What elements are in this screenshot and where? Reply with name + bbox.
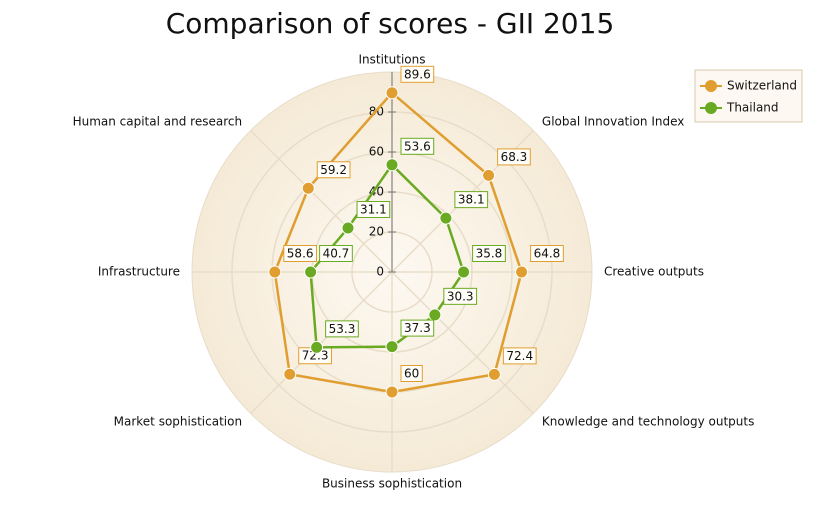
axis-label: Knowledge and technology outputs <box>542 414 754 428</box>
value-label-box <box>400 319 435 337</box>
value-label: 53.3 <box>329 322 356 336</box>
y-tick-label: 60 <box>369 145 384 159</box>
axis-label: Business sophistication <box>322 477 462 491</box>
value-label-box <box>530 245 564 262</box>
data-point <box>385 340 399 354</box>
value-label: 37.3 <box>404 321 431 335</box>
data-point <box>310 340 324 354</box>
value-label-box <box>400 137 435 155</box>
data-point <box>341 221 355 235</box>
value-label-box <box>316 161 351 179</box>
value-label-box <box>400 65 435 83</box>
legend-marker <box>705 80 717 92</box>
value-label-box <box>356 201 391 219</box>
legend: Switzerland Thailand <box>694 69 803 123</box>
value-label: 30.3 <box>447 289 474 303</box>
axis-label: Institutions <box>359 53 426 67</box>
value-label: 72.4 <box>506 349 533 363</box>
legend-label: Switzerland <box>727 79 797 93</box>
data-point <box>487 367 501 381</box>
chart-title: Comparison of scores - GII 2015 <box>166 7 615 40</box>
value-label-box <box>502 347 537 365</box>
value-label-box <box>283 245 318 262</box>
axis-label: Market sophistication <box>114 414 242 428</box>
value-label: 72.3 <box>302 349 329 363</box>
data-point <box>385 385 399 399</box>
value-label: 89.6 <box>404 67 431 81</box>
y-tick-label: 40 <box>369 185 384 199</box>
data-point <box>385 158 399 172</box>
data-point <box>301 181 315 195</box>
value-label: 59.2 <box>320 163 347 177</box>
y-tick-label: 0 <box>376 265 384 279</box>
data-point <box>515 265 529 279</box>
data-point <box>482 168 496 182</box>
value-label: 68.3 <box>501 150 528 164</box>
value-label-box <box>400 365 423 382</box>
data-point <box>439 211 453 225</box>
value-label: 31.1 <box>360 203 387 217</box>
spoke <box>250 271 393 414</box>
data-point <box>268 265 282 279</box>
data-point <box>304 265 318 279</box>
axis-label: Global Innovation Index <box>542 115 684 129</box>
value-label-box <box>497 148 531 166</box>
value-label-box <box>319 245 353 262</box>
value-label-box <box>472 245 506 262</box>
value-label-box <box>443 287 478 305</box>
value-label: 58.6 <box>287 247 314 261</box>
value-label: 60 <box>404 367 419 381</box>
value-label-box <box>454 191 489 209</box>
axis-label: Human capital and research <box>73 115 243 129</box>
y-tick-label: 20 <box>369 225 384 239</box>
spoke <box>250 130 393 273</box>
value-label-box <box>325 320 359 338</box>
axis-label: Creative outputs <box>604 265 704 279</box>
data-point <box>385 86 399 100</box>
axis-label: Infrastructure <box>98 265 180 279</box>
data-point <box>457 265 471 279</box>
value-label: 40.7 <box>323 247 350 261</box>
plot-area: Institutions Global Innovation Index Creat… <box>73 53 755 491</box>
legend-marker <box>705 102 717 114</box>
data-point <box>283 367 297 381</box>
legend-label: Thailand <box>726 101 779 115</box>
value-label: 64.8 <box>534 247 561 261</box>
value-label: 53.6 <box>404 139 431 153</box>
data-point <box>428 308 442 322</box>
spoke <box>391 271 534 414</box>
value-label: 35.8 <box>476 247 503 261</box>
value-label: 38.1 <box>458 193 485 207</box>
